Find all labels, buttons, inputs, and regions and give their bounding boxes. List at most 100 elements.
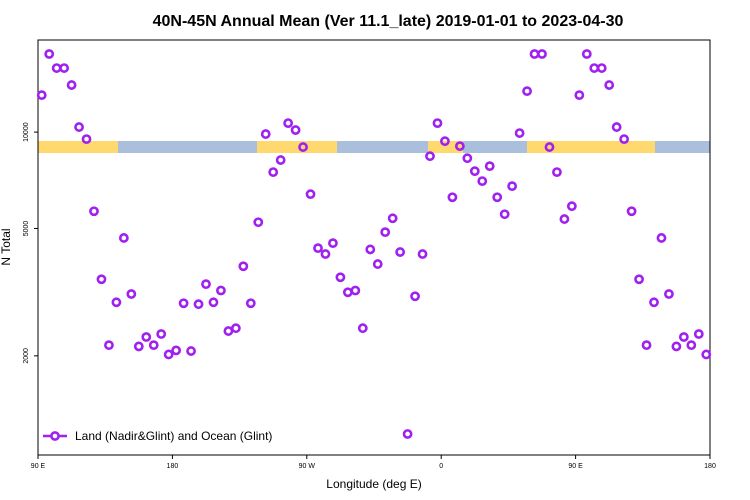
data-point bbox=[44, 49, 55, 59]
y-tick-label: 10000 bbox=[23, 122, 30, 142]
data-point bbox=[275, 155, 286, 165]
data-point bbox=[469, 166, 480, 177]
data-point bbox=[178, 298, 189, 309]
data-point bbox=[208, 297, 219, 308]
data-point bbox=[402, 429, 413, 439]
map-strip bbox=[38, 141, 710, 153]
data-point bbox=[313, 243, 323, 254]
data-point bbox=[559, 214, 570, 224]
data-point bbox=[126, 289, 137, 299]
y-tick-label: 2000 bbox=[23, 348, 30, 364]
data-point bbox=[522, 86, 532, 97]
data-point bbox=[552, 167, 562, 178]
x-tick-label: 0 bbox=[439, 463, 443, 470]
data-point bbox=[678, 332, 689, 342]
data-point bbox=[619, 134, 630, 145]
data-point bbox=[656, 233, 667, 243]
data-point bbox=[216, 285, 226, 296]
data-point bbox=[320, 249, 331, 259]
data-point bbox=[649, 297, 659, 308]
data-point bbox=[305, 189, 316, 200]
data-point bbox=[484, 161, 495, 172]
data-point bbox=[186, 346, 196, 356]
data-point bbox=[111, 297, 122, 308]
chart-title: 40N-45N Annual Mean (Ver 11.1_late) 2019… bbox=[153, 13, 624, 30]
legend-marker bbox=[50, 431, 60, 441]
data-point bbox=[626, 206, 637, 217]
data-point bbox=[634, 274, 644, 285]
data-point bbox=[387, 213, 398, 224]
x-tick-label: 180 bbox=[167, 463, 179, 470]
data-point bbox=[395, 247, 406, 257]
land-strip bbox=[38, 141, 118, 153]
y-tick-label: 5000 bbox=[23, 221, 30, 237]
data-point bbox=[499, 209, 510, 220]
land-strip bbox=[527, 141, 655, 153]
data-point bbox=[283, 118, 294, 129]
land-strip bbox=[257, 141, 337, 153]
data-point bbox=[133, 341, 144, 352]
data-point bbox=[507, 181, 518, 192]
x-tick-label: 180 bbox=[704, 463, 716, 470]
data-point bbox=[357, 323, 368, 334]
data-point bbox=[245, 298, 256, 309]
data-point bbox=[59, 63, 70, 73]
data-point bbox=[335, 272, 346, 283]
data-point bbox=[163, 349, 174, 360]
data-point bbox=[566, 201, 577, 212]
data-point bbox=[96, 274, 107, 285]
data-point bbox=[425, 151, 435, 162]
y-axis-label: N Total bbox=[0, 228, 13, 265]
data-point bbox=[432, 118, 443, 129]
data-point bbox=[260, 129, 271, 139]
data-point bbox=[537, 49, 547, 59]
data-point bbox=[74, 122, 84, 132]
data-point bbox=[156, 329, 167, 339]
data-point bbox=[230, 323, 241, 334]
data-point bbox=[596, 63, 607, 73]
data-point bbox=[238, 261, 249, 272]
data-point bbox=[671, 341, 682, 352]
data-point bbox=[514, 128, 525, 138]
data-point bbox=[253, 217, 264, 228]
data-point bbox=[417, 249, 428, 259]
data-point bbox=[328, 238, 338, 249]
data-point bbox=[492, 192, 503, 203]
data-point bbox=[447, 192, 458, 203]
data-point bbox=[201, 279, 211, 290]
data-point bbox=[544, 142, 555, 152]
data-point bbox=[440, 136, 450, 147]
data-point bbox=[89, 206, 99, 217]
data-point bbox=[574, 90, 585, 101]
data-point bbox=[581, 49, 592, 59]
data-point bbox=[477, 176, 488, 187]
data-point bbox=[664, 289, 674, 299]
legend-label: Land (Nadir&Glint) and Ocean (Glint) bbox=[75, 429, 272, 443]
x-tick-label: 90 E bbox=[568, 463, 583, 470]
data-point bbox=[693, 329, 704, 339]
data-point bbox=[641, 340, 652, 351]
data-point bbox=[268, 167, 279, 178]
data-point bbox=[104, 340, 114, 351]
data-point bbox=[298, 142, 308, 152]
data-point bbox=[686, 340, 697, 351]
land-strip bbox=[428, 141, 463, 153]
data-point bbox=[604, 80, 615, 90]
data-point bbox=[36, 90, 47, 101]
data-point bbox=[141, 332, 152, 342]
data-point bbox=[380, 227, 391, 238]
data-point bbox=[81, 134, 92, 145]
data-point bbox=[372, 259, 383, 269]
data-point bbox=[171, 345, 182, 356]
data-point bbox=[462, 153, 473, 164]
data-point bbox=[701, 349, 712, 360]
plot-frame bbox=[37, 39, 711, 456]
data-point bbox=[365, 244, 376, 255]
data-point bbox=[290, 125, 301, 135]
data-point bbox=[611, 122, 622, 132]
data-point bbox=[454, 141, 465, 152]
data-point bbox=[148, 340, 159, 351]
data-point bbox=[410, 291, 420, 302]
x-tick-label: 90 E bbox=[31, 463, 46, 470]
